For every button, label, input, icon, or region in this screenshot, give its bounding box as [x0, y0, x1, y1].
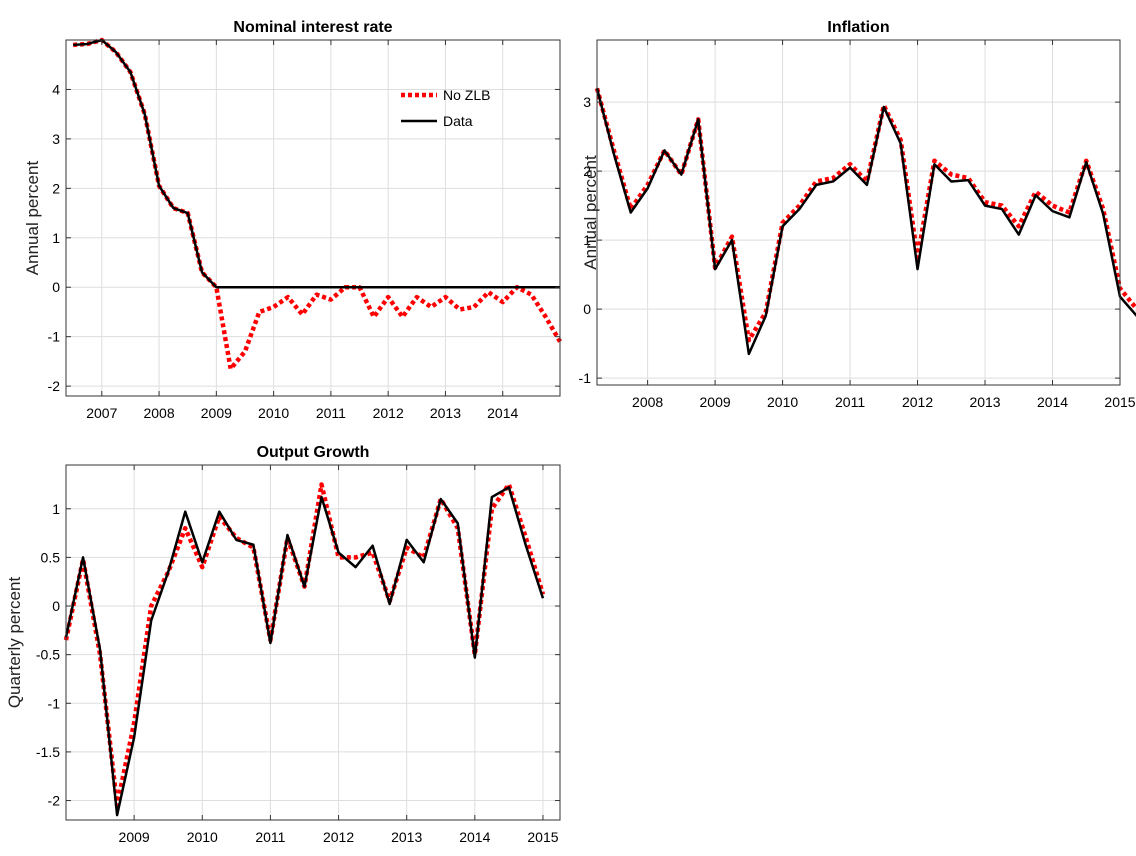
y-tick-label: 2 [52, 180, 60, 196]
x-tick-label: 2009 [201, 405, 232, 421]
y-tick-label: -0.5 [36, 647, 60, 663]
x-tick-label: 2010 [767, 394, 798, 410]
series-line-data [73, 38, 560, 289]
y-tick-label: 1 [583, 232, 591, 248]
series-line-no-zlb [73, 37, 562, 372]
x-tick-label: 2013 [430, 405, 461, 421]
x-tick-label: 2010 [258, 405, 289, 421]
x-tick-label: 2013 [391, 829, 422, 845]
panel-output-growth: 2009 2010 2011 2012 2013 2014 2015 -2 -1.5 -1 -0.5… [5, 444, 561, 845]
y-tick-label: 0.5 [41, 549, 61, 565]
axes-frame [65, 464, 561, 821]
y-tick-label: -1 [579, 370, 592, 386]
y-axis-label: Quarterly percent [5, 577, 24, 709]
chart-title: Output Growth [257, 444, 370, 461]
x-tick-label: 2015 [1104, 394, 1135, 410]
x-tick-label: 2008 [632, 394, 663, 410]
y-axis-label: Annual percent [581, 155, 600, 270]
y-tick-label: -2 [48, 378, 61, 394]
x-tick-label: 2012 [373, 405, 404, 421]
panel-nominal-interest-rate: 2007 2008 2009 2010 2011 2012 2013 2014 -2 -1 0 1 2 3… [23, 19, 562, 421]
x-tick-label: 2012 [902, 394, 933, 410]
chart-title: Nominal interest rate [233, 19, 392, 36]
x-tick-label: 2011 [835, 394, 865, 410]
x-tick-label: 2015 [527, 829, 558, 845]
x-tick-label: 2008 [143, 405, 174, 421]
legend-label-no-zlb: No ZLB [443, 87, 490, 103]
chart-title: Inflation [827, 19, 889, 36]
y-tick-label: 0 [52, 279, 60, 295]
y-tick-label: 1 [52, 230, 60, 246]
x-tick-label: 2009 [119, 829, 150, 845]
x-tick-label: 2013 [969, 394, 1000, 410]
x-tick-label: 2012 [323, 829, 354, 845]
y-tick-label: 0 [52, 598, 60, 614]
y-tick-label: 2 [583, 163, 591, 179]
x-tick-label: 2011 [255, 829, 285, 845]
plot-area [66, 465, 560, 820]
y-tick-label: -1 [48, 329, 61, 345]
x-tick-label: 2014 [487, 405, 518, 421]
y-axis-label: Annual percent [23, 161, 42, 276]
y-tick-label: 3 [52, 131, 60, 147]
y-tick-label: -2 [48, 793, 61, 809]
axes-frame [596, 39, 1121, 386]
x-tick-label: 2010 [187, 829, 218, 845]
plot-area [597, 40, 1120, 385]
y-tick-label: 4 [52, 81, 60, 97]
y-tick-label: -1 [48, 695, 61, 711]
series-line-data [595, 87, 1136, 356]
y-tick-label: 1 [52, 501, 60, 517]
legend-label-data: Data [443, 113, 473, 129]
y-tick-label: 0 [583, 301, 591, 317]
x-tick-label: 2011 [316, 405, 346, 421]
x-tick-label: 2014 [459, 829, 490, 845]
x-tick-label: 2007 [86, 405, 117, 421]
panel-inflation: 2008 2009 2010 2011 2012 2013 2014 2015 -1 0 1 2 3 In… [579, 19, 1136, 410]
x-tick-label: 2009 [700, 394, 731, 410]
y-tick-label: 3 [583, 94, 591, 110]
axes-frame [65, 39, 561, 397]
series-line-data [64, 486, 545, 817]
x-tick-label: 2014 [1037, 394, 1068, 410]
legend: No ZLB Data [401, 87, 490, 129]
y-tick-label: -1.5 [36, 744, 60, 760]
